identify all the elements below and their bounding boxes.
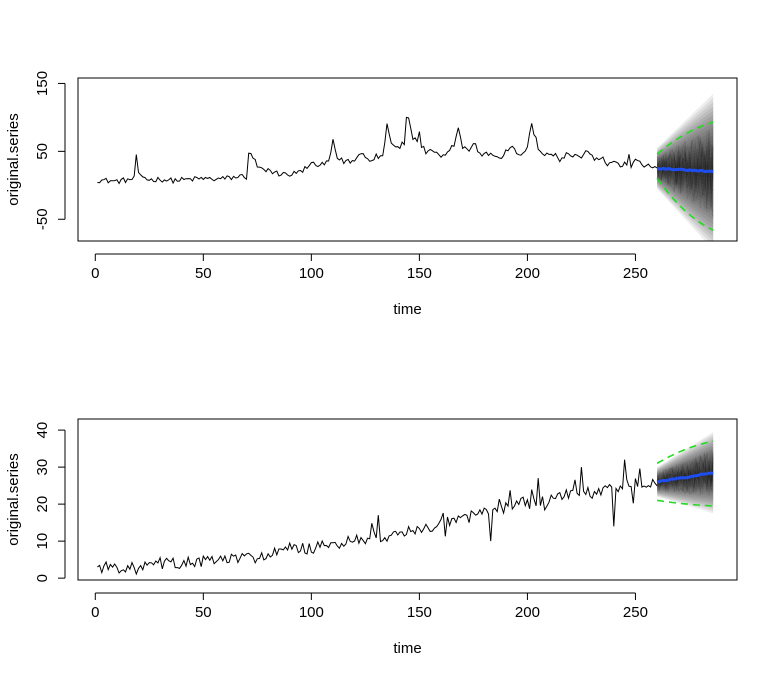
forecast-fan-band [657,434,714,512]
top-panel: 0 50 100 150 200 250 time -50 50 150 original.seri… [5,71,738,318]
forecast-fan-band [657,442,714,503]
forecast-sample-path [656,141,714,218]
x-tick-label: 200 [515,604,540,621]
forecast-fan-band [657,110,714,233]
bottom-panel: 0 50 100 150 200 250 time 0 10 20 30 40 original.ser… [5,418,738,657]
y-axis-title: original.series [5,113,22,206]
forecast-fan-band [657,445,714,501]
forecast-sample-path [656,140,714,210]
forecast-sample-path [656,454,714,495]
forecast-fan-band [657,135,714,208]
plot-area [97,432,714,576]
forecast-fan-band [657,127,714,217]
x-tick-label: 150 [407,604,432,621]
forecast-sample-path [656,131,714,209]
x-tick-label: 100 [299,604,324,621]
y-tick-label: 40 [34,422,51,439]
forecast-fan-band [657,453,714,492]
forecast-sample-path [656,457,714,493]
x-axis-title: time [393,640,421,657]
forecast-sample-path [656,135,714,213]
plot-frame [77,418,738,581]
forecast-sample-path [657,141,714,213]
plot-frame [77,77,738,242]
lower-interval-line [656,178,714,231]
forecast-fan-band [657,447,714,498]
x-tick-label: 150 [407,265,432,282]
forecast-sample-path [656,139,714,200]
x-tick-label: 0 [91,265,99,282]
forecast-sample-path [656,453,714,492]
lower-interval-line [656,499,714,507]
x-axis-title: time [393,301,421,318]
forecast-fan-band [657,106,714,238]
forecast-sample-path [656,454,714,493]
forecast-fan-band [657,451,714,494]
forecast-sample-path [656,125,714,210]
forecast-sample-path [656,460,714,496]
observed-series-line [97,116,658,185]
forecast-fan-band [657,432,714,514]
forecast-fan-band [657,436,714,509]
forecast-sample-path [656,146,714,210]
upper-interval-line [656,440,714,465]
forecast-fan-band [657,438,714,507]
forecast-fan-band [657,114,714,229]
forecast-sample-path [656,137,714,209]
y-axis-title: original.series [5,453,22,546]
forecast-sample-path [656,145,714,200]
upper-interval-line [656,121,714,155]
forecast-fan-band [657,123,714,221]
x-tick-label: 100 [299,265,324,282]
forecast-sample-path [656,450,714,492]
y-tick-label: 20 [34,496,51,513]
y-tick-label: 150 [34,71,51,96]
x-tick-label: 50 [195,265,212,282]
x-tick-label: 50 [195,604,212,621]
forecast-fan-band [657,156,714,187]
y-tick-label: -50 [34,208,51,230]
y-tick-label: 10 [34,533,51,550]
forecast-sample-path [656,452,714,491]
plot-area [97,93,714,241]
forecast-mean-line [656,471,714,484]
forecast-fan-band [657,161,714,183]
y-tick-label: 0 [34,574,51,582]
forecast-fan-band [657,118,714,225]
forecast-sample-path [656,461,714,495]
forecast-fan-band [657,131,714,212]
y-tick-label: 30 [34,459,51,476]
forecast-fan-band [657,449,714,496]
x-tick-label: 0 [91,604,99,621]
forecast-fan-band [657,144,714,200]
forecast-fan-band [657,93,714,241]
forecast-fan-band [657,152,714,191]
forecast-sample-path [656,146,714,200]
y-tick-label: 50 [34,143,51,160]
x-tick-label: 250 [623,265,648,282]
forecast-mean-line [656,166,714,174]
forecast-fan-band [657,139,714,204]
forecast-fan-band [657,456,714,490]
x-tick-label: 200 [515,265,540,282]
forecast-fan-band [657,440,714,505]
x-tick-label: 250 [623,604,648,621]
forecast-sample-path [656,449,714,494]
forecast-sample-path [656,131,714,199]
observed-series-line [97,459,658,576]
forecast-fan-band [657,148,714,196]
